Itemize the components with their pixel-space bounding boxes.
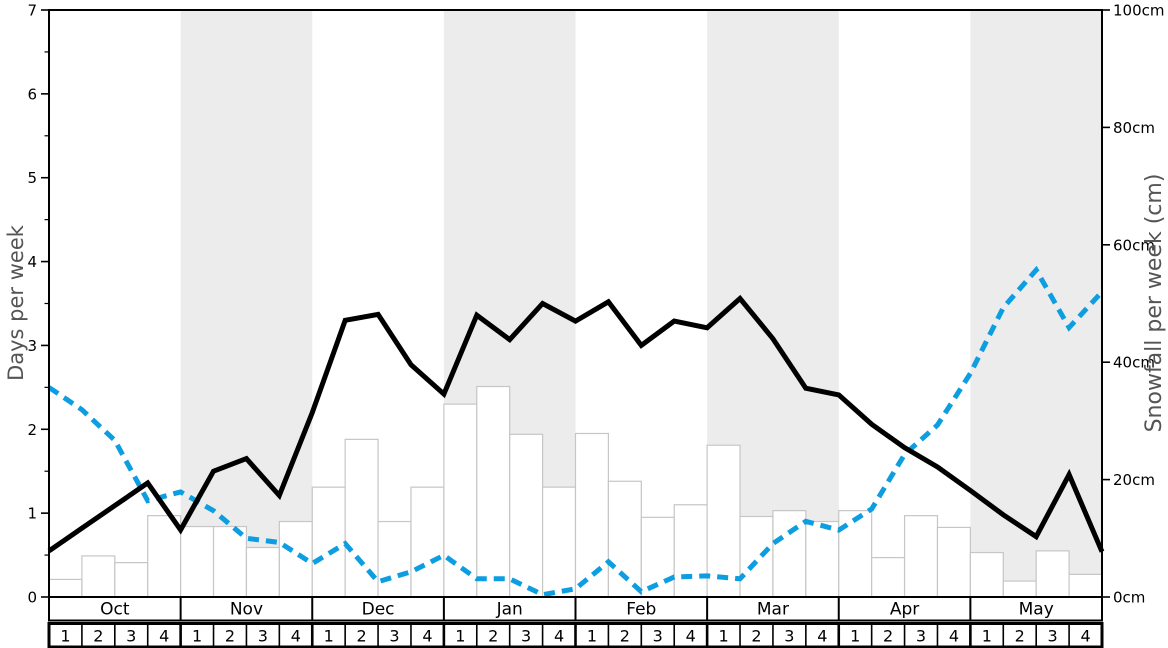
week-label: 3 (784, 627, 794, 646)
right-tick-label: 20cm (1113, 471, 1155, 489)
week-label: 2 (620, 627, 630, 646)
weekly-bar (377, 520, 412, 598)
weekly-bar (541, 486, 577, 598)
left-tick-label: 0 (27, 589, 37, 607)
month-label: Dec (362, 600, 395, 620)
left-tick-label: 6 (27, 85, 37, 103)
week-label: 1 (455, 627, 465, 646)
month-label: Nov (230, 600, 263, 620)
left-tick-label: 3 (27, 337, 37, 355)
week-label: 1 (324, 627, 334, 646)
week-label: 1 (850, 627, 860, 646)
week-label: 2 (225, 627, 235, 646)
week-label: 3 (521, 627, 531, 646)
month-label: Apr (890, 600, 919, 620)
weekly-bar (509, 433, 544, 598)
weekly-bar (180, 525, 215, 598)
week-label: 1 (587, 627, 597, 646)
weekly-bar (443, 403, 478, 598)
week-label: 4 (949, 627, 959, 646)
weekly-bar (739, 515, 774, 598)
weekly-bar (673, 504, 708, 598)
weekly-bar (212, 525, 248, 598)
weekly-bar (1002, 580, 1037, 598)
weekly-bar (706, 444, 741, 598)
left-tick-label: 5 (27, 169, 37, 187)
right-tick-label: 0cm (1113, 589, 1145, 607)
weekly-bar (1035, 550, 1070, 598)
days-per-week-line (47, 294, 1105, 553)
weekly-bar (410, 486, 445, 598)
week-label: 2 (1015, 627, 1025, 646)
left-tick-label: 1 (27, 505, 37, 523)
weekly-bar (936, 526, 971, 598)
month-label: May (1019, 600, 1054, 620)
week-label: 3 (1048, 627, 1058, 646)
right-tick-label: 40cm (1113, 354, 1155, 372)
week-label: 4 (159, 627, 169, 646)
weekly-bar (311, 486, 346, 598)
weekly-bar (969, 551, 1004, 598)
week-label: 3 (916, 627, 926, 646)
weekly-bar (772, 510, 807, 598)
week-label: 3 (126, 627, 136, 646)
week-label: 2 (883, 627, 893, 646)
snowfall-per-week-cm-line (47, 265, 1104, 598)
week-label: 4 (422, 627, 432, 646)
week-label: 4 (291, 627, 301, 646)
weekly-bar (147, 515, 182, 598)
week-label: 4 (554, 627, 564, 646)
month-label: Feb (626, 600, 656, 620)
left-tick-label: 2 (27, 421, 37, 439)
weekly-bar (838, 510, 873, 598)
week-label: 2 (93, 627, 103, 646)
weekly-bar (805, 520, 840, 598)
week-label: 1 (982, 627, 992, 646)
right-tick-label: 60cm (1113, 236, 1155, 254)
weekly-bar (1068, 573, 1103, 598)
week-label: 1 (718, 627, 728, 646)
week-label: 3 (389, 627, 399, 646)
weekly-bar (245, 546, 280, 598)
week-label: 4 (817, 627, 827, 646)
left-tick-label: 4 (27, 253, 37, 271)
week-label: 2 (751, 627, 761, 646)
week-label: 1 (192, 627, 202, 646)
week-label: 4 (686, 627, 696, 646)
month-label: Oct (100, 600, 130, 620)
week-label: 3 (653, 627, 663, 646)
month-label: Mar (757, 600, 789, 620)
month-band-nov (180, 10, 313, 597)
weekly-bar (871, 556, 906, 598)
month-label: Jan (496, 600, 523, 620)
week-label: 1 (60, 627, 70, 646)
weekly-bar (48, 578, 83, 598)
week-label: 2 (488, 627, 498, 646)
weekly-bar (81, 555, 116, 598)
weekly-bar (114, 562, 149, 598)
right-tick-label: 80cm (1113, 119, 1155, 137)
right-tick-label: 100cm (1113, 2, 1165, 20)
left-tick-label: 7 (27, 2, 37, 20)
weekly-bar (476, 385, 511, 598)
weekly-bar (903, 515, 939, 598)
week-label: 3 (258, 627, 268, 646)
week-label: 2 (357, 627, 367, 646)
week-label: 4 (1080, 627, 1090, 646)
